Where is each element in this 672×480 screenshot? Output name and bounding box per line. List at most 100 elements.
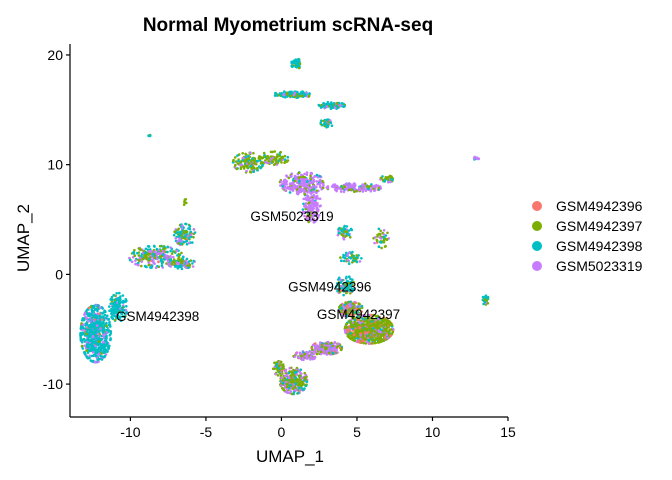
data-point [140,264,143,268]
data-point [387,180,390,184]
data-point [294,94,298,98]
data-point [187,266,190,270]
data-point [85,323,88,327]
data-point [104,316,108,320]
data-point [99,322,102,325]
data-point [166,259,170,263]
data-point [85,328,89,331]
data-point [335,104,338,108]
data-point [297,386,301,390]
y-tick-label: -10 [43,376,63,392]
data-point [382,329,385,333]
data-point [368,321,372,325]
data-point [340,259,343,263]
data-point [103,345,106,348]
data-point [340,229,343,232]
data-point [349,236,352,239]
data-point [170,252,174,255]
data-point [321,345,324,349]
data-point [373,333,376,337]
data-point [179,232,183,235]
data-point [96,307,100,311]
data-point [171,263,174,266]
data-point [109,338,112,341]
data-point [288,366,292,370]
data-point [378,233,382,236]
data-point [284,182,287,185]
data-point [95,320,99,324]
data-point [377,341,381,344]
data-point [304,197,308,200]
data-point [318,197,322,201]
data-point [86,351,90,355]
data-point [304,210,307,214]
data-point [169,265,172,268]
data-point [284,368,288,372]
data-point [300,358,304,361]
data-point [312,188,316,191]
data-point [105,321,108,325]
legend-key [532,221,542,231]
data-point [138,256,142,260]
data-point [280,376,283,379]
data-point [125,311,128,315]
data-point [132,252,136,255]
data-point [311,208,315,211]
legend-key [532,201,542,211]
data-point [106,314,109,318]
data-point [258,156,261,159]
data-point [310,172,314,176]
data-point [183,237,187,240]
data-point [330,124,334,127]
data-point [246,164,249,168]
x-tick-label: -10 [120,424,140,440]
data-point [192,228,196,231]
data-point [315,185,318,189]
data-point [319,121,323,125]
data-point [382,229,386,232]
data-point [335,348,338,352]
data-point [347,262,351,266]
data-point [344,187,348,191]
data-point [164,247,167,250]
data-point [180,230,183,233]
data-point [305,173,309,177]
data-point [384,234,388,237]
data-point [272,367,276,371]
data-point [114,314,118,318]
data-point [290,174,293,178]
data-point [191,265,195,268]
data-point [95,315,99,319]
data-point [383,245,387,248]
data-point [169,249,172,253]
data-point [109,302,112,306]
data-point [314,345,318,349]
data-point [99,324,103,328]
data-point [96,332,100,336]
data-point [328,344,332,348]
data-point [316,216,320,219]
data-point [182,259,185,263]
data-point [275,155,279,159]
data-point [296,96,300,99]
data-point [249,164,252,168]
data-point [307,220,311,224]
data-point [247,161,251,165]
data-point [261,164,264,167]
data-point [145,265,148,269]
data-point [134,262,137,266]
data-point [281,184,284,188]
data-point [290,392,294,396]
data-point [97,352,101,356]
data-point [337,342,340,346]
data-point [266,154,269,158]
data-point [313,201,317,204]
data-point [239,166,243,169]
data-point [305,380,309,384]
data-point [181,224,184,227]
data-point [312,221,316,224]
data-point [89,347,93,350]
data-point [282,93,286,97]
data-point [155,247,159,251]
data-point [380,176,383,180]
